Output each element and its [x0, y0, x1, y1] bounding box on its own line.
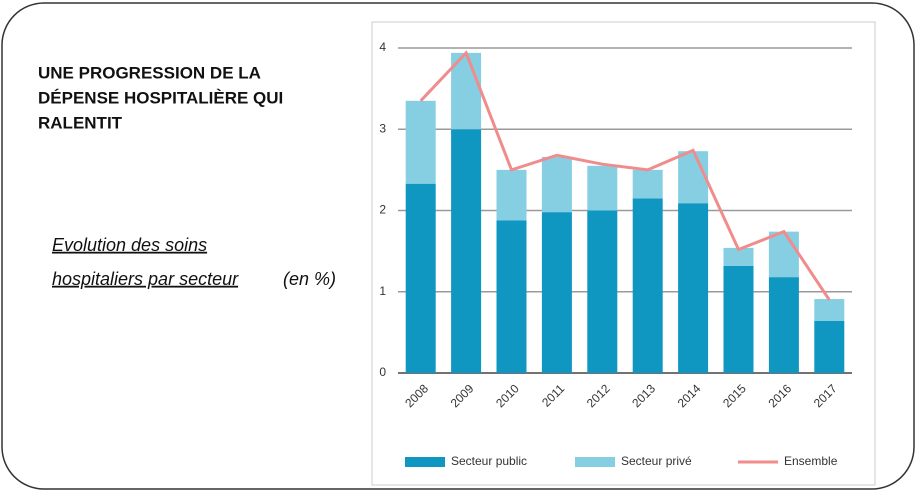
legend-swatch	[405, 457, 445, 467]
legend-label: Secteur public	[451, 454, 527, 468]
bar-segment	[405, 100, 436, 184]
subtitle-line: Evolution des soins	[52, 235, 207, 255]
bar-segment	[587, 165, 618, 211]
bar-segment	[723, 265, 754, 373]
y-tick-label: 1	[379, 284, 386, 298]
bar-segment	[632, 169, 663, 199]
bar-segment	[541, 212, 572, 373]
legend-label: Ensemble	[784, 454, 838, 468]
bar-segment	[632, 198, 663, 373]
bar-segment	[723, 247, 754, 266]
y-tick-label: 4	[379, 40, 386, 54]
bar-segment	[587, 210, 618, 373]
line	[419, 50, 831, 301]
legend-swatch	[575, 457, 615, 467]
title-line: UNE PROGRESSION DE LA	[38, 63, 261, 82]
bar-segment	[541, 156, 572, 213]
subtitle-unit: (en %)	[283, 269, 336, 289]
bar-segment	[768, 231, 799, 278]
y-tick-label: 0	[379, 365, 386, 379]
title-line: DÉPENSE HOSPITALIÈRE QUI	[38, 88, 283, 107]
bar-segment	[496, 169, 527, 221]
bar-segment	[768, 277, 799, 373]
bar-segment	[678, 151, 709, 204]
bar-segment	[451, 129, 482, 373]
legend-label: Secteur privé	[621, 454, 692, 468]
bar-segment	[678, 203, 709, 373]
y-tick-label: 2	[379, 203, 386, 217]
title-line: RALENTIT	[38, 113, 123, 132]
bar-segment	[814, 321, 845, 373]
y-tick-label: 3	[379, 121, 386, 135]
subtitle-line: hospitaliers par secteur	[52, 269, 239, 289]
bar-segment	[405, 183, 436, 373]
bar-segment	[496, 220, 527, 373]
bar-segment	[814, 299, 845, 321]
